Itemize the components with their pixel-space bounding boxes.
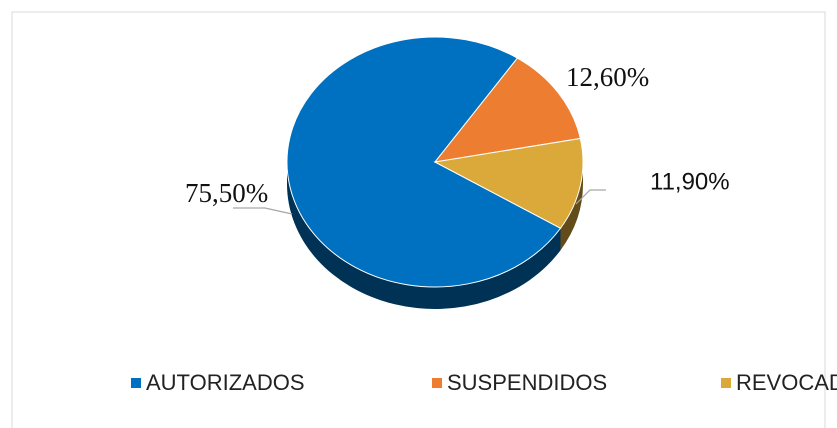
pie-slice [433, 57, 581, 163]
data-label: 12,60% [566, 62, 649, 92]
legend-label: AUTORIZADOS [146, 370, 305, 395]
pie-side [560, 162, 583, 251]
data-label: 75,50% [185, 178, 268, 208]
pie-slice [433, 137, 584, 229]
legend-label: SUSPENDIDOS [447, 370, 607, 395]
legend-swatch [131, 378, 141, 388]
chart-border [11, 11, 826, 428]
legend-swatch [432, 378, 442, 388]
leader-line [233, 207, 293, 215]
leader-line [575, 189, 606, 205]
pie-slice [286, 36, 562, 288]
pie-side [287, 162, 561, 310]
legend-swatch [721, 378, 731, 388]
legend-label: REVOCADOS [736, 370, 837, 395]
data-label: 11,90% [650, 168, 730, 195]
